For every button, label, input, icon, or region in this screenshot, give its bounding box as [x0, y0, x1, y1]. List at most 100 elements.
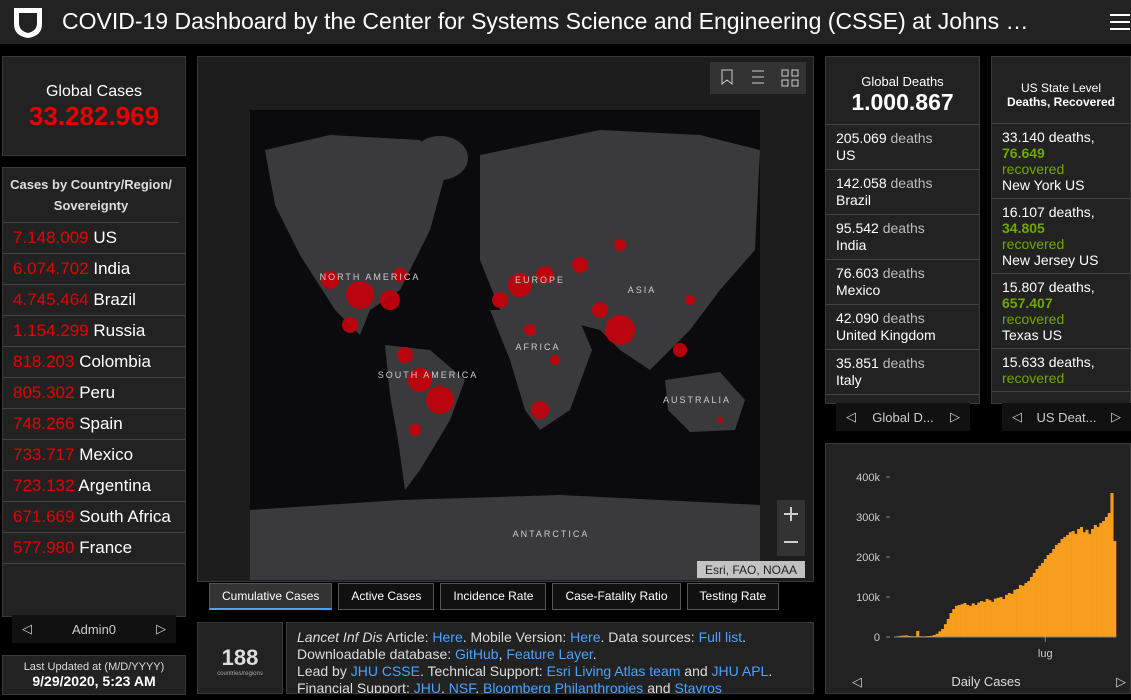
- country-row[interactable]: 733.717 Mexico: [3, 440, 185, 471]
- country-name: Mexico: [836, 282, 969, 299]
- country-name: France: [79, 538, 132, 557]
- bar: [944, 624, 947, 637]
- country-row[interactable]: 723.132 Argentina: [3, 471, 185, 502]
- link[interactable]: JHU APL: [712, 663, 769, 679]
- next[interactable]: ▷: [1111, 409, 1121, 425]
- bar: [1066, 535, 1069, 637]
- link[interactable]: Full list: [699, 629, 743, 645]
- link[interactable]: NSF: [449, 680, 475, 694]
- bar: [969, 606, 972, 637]
- bar: [1110, 493, 1113, 637]
- link[interactable]: Bloomberg Philanthropies: [483, 680, 643, 694]
- country-name: South Africa: [79, 507, 171, 526]
- bar: [1016, 589, 1019, 637]
- country-row[interactable]: 7.148.009 US: [3, 223, 185, 254]
- bar: [1019, 585, 1022, 637]
- bar: [1088, 534, 1091, 637]
- recovered-count: 34.805: [1002, 220, 1045, 236]
- bar: [1080, 527, 1083, 637]
- bar: [1055, 545, 1058, 637]
- nav-label: US Deat...: [1037, 410, 1097, 425]
- country-row[interactable]: 748.266 Spain: [3, 409, 185, 440]
- link[interactable]: Here: [432, 629, 462, 645]
- country-name: Russia: [93, 321, 145, 340]
- tab[interactable]: Incidence Rate: [440, 583, 546, 610]
- case-count: 818.203: [13, 352, 74, 371]
- tab[interactable]: Case-Fatality Ratio: [552, 583, 680, 610]
- bar: [980, 601, 983, 637]
- value: 33.282.969: [3, 101, 185, 132]
- country-row[interactable]: 818.203 Colombia: [3, 347, 185, 378]
- label: Global Cases: [3, 83, 185, 101]
- prev[interactable]: ◁: [846, 409, 856, 425]
- label: Deaths, Recovered: [992, 95, 1130, 124]
- next[interactable]: ▷: [1116, 674, 1126, 689]
- deaths-unit: deaths: [883, 310, 925, 326]
- tab[interactable]: Cumulative Cases: [209, 583, 332, 610]
- country-name: Argentina: [78, 476, 151, 495]
- link[interactable]: JHU CSSE: [351, 663, 420, 679]
- link[interactable]: Here: [570, 629, 600, 645]
- bar: [1061, 539, 1064, 637]
- bar: [1099, 523, 1102, 637]
- last-updated-panel: Last Updated at (M/D/YYYY) 9/29/2020, 5:…: [2, 655, 186, 695]
- chart-title: Daily Cases: [951, 674, 1021, 689]
- country-name: US: [93, 228, 117, 247]
- next[interactable]: ▷: [156, 621, 166, 637]
- deaths-count: 33.140: [1002, 129, 1045, 145]
- bar: [972, 603, 975, 637]
- prev[interactable]: ◁: [22, 621, 32, 637]
- bar: [963, 603, 966, 637]
- menu-button[interactable]: [1110, 13, 1130, 31]
- country-list-panel: Cases by Country/Region/Sovereignty 7.14…: [2, 167, 186, 617]
- bar: [983, 602, 986, 637]
- bar: [986, 599, 989, 637]
- country-row[interactable]: 4.745.464 Brazil: [3, 285, 185, 316]
- bar: [1072, 531, 1075, 637]
- counter-panel: 188 countries/regions: [197, 622, 283, 694]
- tab[interactable]: Testing Rate: [687, 583, 780, 610]
- link[interactable]: JHU: [414, 680, 441, 694]
- prev[interactable]: ◁: [1012, 409, 1022, 425]
- deaths-count: 15.633: [1002, 354, 1045, 370]
- bar: [966, 605, 969, 637]
- country-row[interactable]: 6.074.702 India: [3, 254, 185, 285]
- bar: [1036, 569, 1039, 637]
- bar: [1011, 594, 1014, 637]
- state-name: New Jersey US: [1002, 252, 1120, 268]
- link[interactable]: Esri Living Atlas team: [547, 663, 681, 679]
- recovered-unit: recovered: [1002, 236, 1120, 252]
- bar: [1052, 549, 1055, 637]
- bar: [1041, 563, 1044, 637]
- bar: [1002, 599, 1005, 637]
- next[interactable]: ▷: [950, 409, 960, 425]
- prev[interactable]: ◁: [852, 674, 862, 689]
- country-row[interactable]: 805.302 Peru: [3, 378, 185, 409]
- bar: [1113, 541, 1116, 637]
- bar: [1047, 555, 1050, 637]
- link[interactable]: GitHub: [455, 646, 499, 662]
- country-row[interactable]: 577.980 France: [3, 533, 185, 564]
- link[interactable]: Stavros: [674, 680, 721, 694]
- map-panel: [197, 56, 814, 582]
- header: COVID-19 Dashboard by the Center for Sys…: [0, 0, 1131, 44]
- label: countries/regions: [198, 671, 282, 677]
- bar: [947, 619, 950, 637]
- deaths-unit: deaths: [891, 130, 933, 146]
- country-name: Brazil: [836, 192, 969, 209]
- text: Lead by: [297, 663, 351, 679]
- value: 1.000.867: [826, 89, 979, 125]
- country-row[interactable]: 671.669 South Africa: [3, 502, 185, 533]
- deaths-count: 95.542: [836, 220, 879, 236]
- tab[interactable]: Active Cases: [338, 583, 434, 610]
- case-count: 805.302: [13, 383, 74, 402]
- state-name: New York US: [1002, 177, 1120, 193]
- text: ,: [475, 680, 483, 694]
- country-row[interactable]: 1.154.299 Russia: [3, 316, 185, 347]
- bar: [1038, 566, 1041, 637]
- link[interactable]: Feature Layer: [506, 646, 592, 662]
- bar: [1024, 583, 1027, 637]
